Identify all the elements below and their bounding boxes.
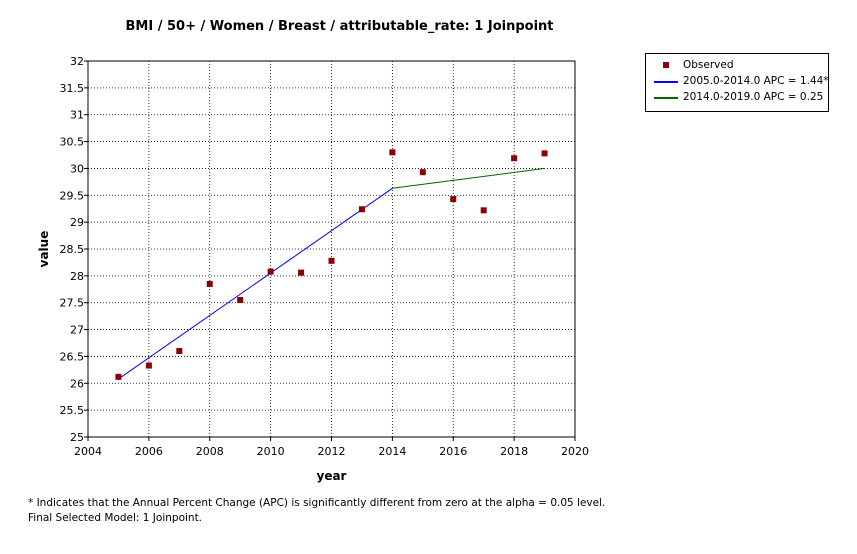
footnote-final-model: Final Selected Model: 1 Joinpoint. — [28, 512, 203, 524]
y-tick-label: 30.5 — [60, 136, 85, 149]
data-point — [206, 280, 213, 287]
x-tick-label: 2016 — [439, 445, 467, 458]
y-tick-label: 26.5 — [60, 350, 85, 363]
footnote-significance: * Indicates that the Annual Percent Chan… — [28, 497, 606, 509]
data-point — [450, 196, 457, 203]
y-tick-label: 29 — [70, 216, 84, 229]
x-tick-label: 2006 — [135, 445, 163, 458]
data-point — [511, 155, 518, 162]
x-tick-label: 2014 — [378, 445, 406, 458]
data-point — [389, 149, 396, 156]
x-tick-label: 2012 — [318, 445, 346, 458]
data-point — [541, 150, 548, 157]
legend-line — [654, 81, 678, 83]
data-point — [419, 169, 426, 176]
y-tick-label: 25 — [70, 431, 84, 444]
y-tick-label: 28.5 — [60, 243, 85, 256]
y-axis-label: value — [37, 231, 51, 268]
chart-title: BMI / 50+ / Women / Breast / attributabl… — [126, 19, 554, 34]
y-tick-label: 30 — [70, 162, 84, 175]
y-tick-label: 31.5 — [60, 82, 85, 95]
y-tick-label: 29.5 — [60, 189, 85, 202]
y-tick-label: 27 — [70, 324, 84, 337]
y-tick-label: 25.5 — [60, 404, 85, 417]
y-tick-label: 31 — [70, 109, 84, 122]
legend-label: 2014.0-2019.0 APC = 0.25 — [683, 91, 824, 103]
y-tick-label: 26 — [70, 377, 84, 390]
data-point — [176, 348, 183, 355]
data-point — [267, 268, 274, 275]
legend: Observed 2005.0-2014.0 APC = 1.44* 2014.0-… — [645, 53, 829, 112]
y-tick-label: 27.5 — [60, 297, 85, 310]
legend-marker — [663, 62, 669, 68]
data-point — [115, 373, 122, 380]
x-tick-label: 2010 — [257, 445, 285, 458]
data-point — [480, 207, 487, 214]
data-point — [328, 257, 335, 264]
legend-line — [654, 97, 678, 99]
data-point — [237, 297, 244, 304]
y-tick-label: 32 — [70, 55, 84, 68]
series-line-1 — [118, 187, 393, 380]
series-line-2 — [392, 167, 545, 189]
x-tick-label: 2018 — [500, 445, 528, 458]
data-point — [145, 362, 152, 369]
x-tick-label: 2020 — [561, 445, 589, 458]
legend-label: Observed — [683, 59, 734, 71]
x-tick-label: 2004 — [74, 445, 102, 458]
data-point — [298, 269, 305, 276]
x-axis-label: year — [317, 469, 347, 483]
x-tick-label: 2008 — [196, 445, 224, 458]
data-point — [358, 206, 365, 213]
y-tick-label: 28 — [70, 270, 84, 283]
legend-label: 2005.0-2014.0 APC = 1.44* — [683, 75, 829, 87]
